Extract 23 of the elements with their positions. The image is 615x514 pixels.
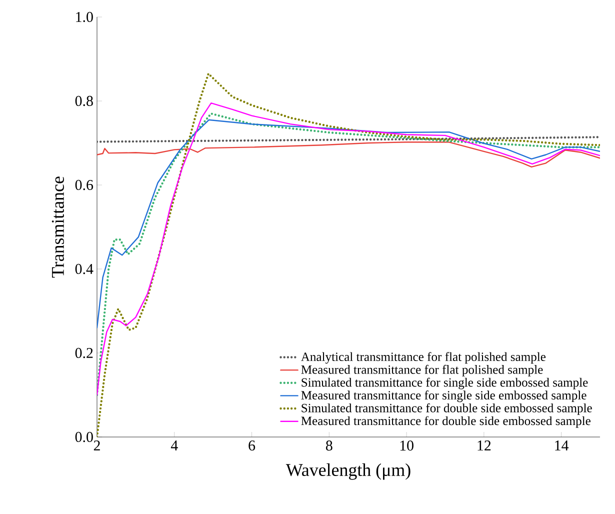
legend-label: Simulated transmittance for double side embossed sample	[302, 403, 592, 415]
legend-label: Measured transmittance for single side embossed sample	[301, 390, 586, 402]
legend-label: Measured transmittance for double side embossed sample	[301, 416, 590, 428]
x-tick-label: 4	[170, 440, 178, 450]
legend-label: Simulated transmittance for single side embossed sample	[302, 378, 588, 390]
y-tick-label: 0.2	[75, 348, 93, 358]
x-axis-title: Wavelength (μm)	[286, 463, 410, 480]
legend-label: Measured transmittance for flat polished sample	[301, 364, 543, 376]
y-tick-label: 0.0	[75, 432, 93, 442]
y-tick-label: 0.8	[75, 96, 93, 106]
x-tick-label: 8	[326, 440, 332, 451]
y-axis-title: Transmittance	[52, 176, 64, 278]
x-tick-label: 2	[94, 440, 100, 450]
line-series	[97, 119, 600, 328]
y-tick-label: 0.4	[75, 264, 94, 274]
x-tick-label: 12	[478, 440, 491, 450]
y-tick-label: 0.6	[75, 180, 94, 190]
y-tick-label: 1.0	[76, 12, 93, 22]
x-tick-label: 14	[555, 440, 569, 450]
x-tick-label: 10	[400, 440, 414, 451]
x-tick-label: 6	[248, 440, 256, 451]
legend-label: Analytical transmittance for flat polished sample	[300, 352, 546, 364]
line-series	[97, 142, 600, 168]
